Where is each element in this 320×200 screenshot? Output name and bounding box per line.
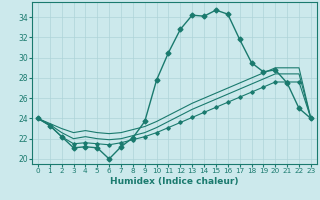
X-axis label: Humidex (Indice chaleur): Humidex (Indice chaleur) [110,177,239,186]
